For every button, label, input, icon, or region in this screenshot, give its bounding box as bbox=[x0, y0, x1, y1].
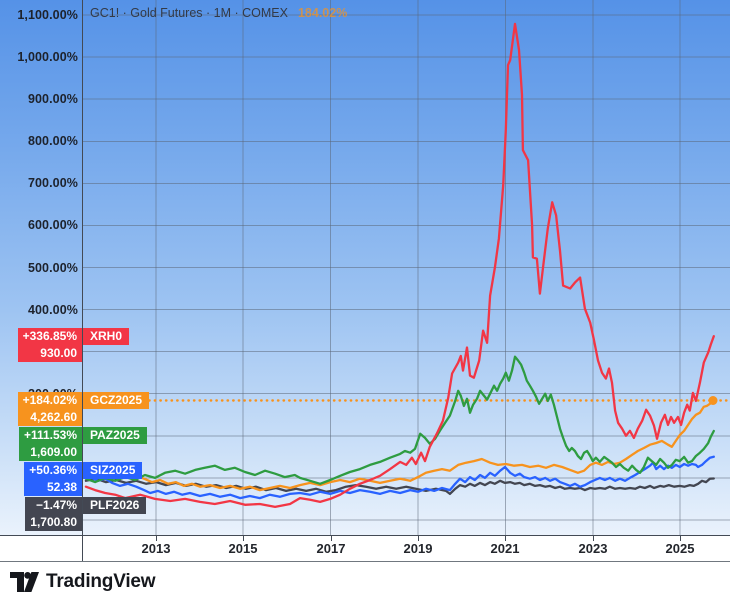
price-label-change: +184.02% bbox=[22, 393, 77, 407]
series-line-PAZ2025 bbox=[84, 355, 715, 485]
time-axis[interactable]: 2013 2015 2017 2019 2021 2023 2025 bbox=[0, 535, 730, 562]
x-axis-tick bbox=[680, 536, 681, 541]
plot-area[interactable]: 1,100.00% 1,000.00% 900.00% 800.00% 700.00% 6… bbox=[0, 0, 730, 535]
series-line-XRH0 bbox=[84, 22, 715, 509]
price-label-value: 1,700.80 bbox=[30, 515, 77, 529]
x-axis-tick bbox=[156, 536, 157, 541]
x-axis-label: 2021 bbox=[490, 541, 520, 556]
price-scale-labels: +336.85% 930.00 XRH0 +184.02% 4,262.60 GCZ202… bbox=[0, 328, 730, 531]
x-axis-label: 2017 bbox=[316, 541, 346, 556]
series-line-PLF2026 bbox=[84, 477, 715, 496]
symbol-title[interactable]: GC1! · Gold Futures · 1M · COMEX bbox=[90, 6, 288, 20]
price-label-XRH0[interactable]: +336.85% 930.00 XRH0 bbox=[0, 328, 730, 362]
price-label-change: +336.85% bbox=[22, 329, 77, 343]
x-axis-label: 2013 bbox=[141, 541, 171, 556]
price-label-ticker: XRH0 bbox=[83, 328, 130, 345]
series-line-SIZ2025 bbox=[84, 455, 715, 500]
footer: TradingView bbox=[0, 561, 730, 605]
series-end-dot bbox=[708, 396, 718, 405]
price-label-PAZ2025[interactable]: +111.53% 1,609.00 PAZ2025 bbox=[0, 427, 730, 461]
price-label-value: 930.00 bbox=[40, 346, 77, 360]
x-axis-tick bbox=[243, 536, 244, 541]
price-label-value: 4,262.60 bbox=[30, 410, 77, 424]
x-axis-tick bbox=[505, 536, 506, 541]
x-axis-label: 2015 bbox=[228, 541, 258, 556]
x-axis-tick bbox=[593, 536, 594, 541]
x-axis-tick bbox=[418, 536, 419, 541]
x-axis-tick bbox=[331, 536, 332, 541]
tradingview-logo-icon bbox=[10, 571, 39, 592]
x-axis-label: 2019 bbox=[403, 541, 433, 556]
price-label-change: +111.53% bbox=[23, 428, 77, 442]
price-label-PLF2026[interactable]: −1.47% 1,700.80 PLF2026 bbox=[0, 497, 730, 531]
symbol-change-value: 184.02% bbox=[297, 6, 348, 20]
price-label-ticker: PAZ2025 bbox=[83, 427, 147, 444]
price-label-ticker: PLF2026 bbox=[83, 497, 147, 514]
series-line-GCZ2025 bbox=[84, 399, 715, 492]
price-label-value: 52.38 bbox=[46, 480, 77, 494]
price-label-change: +50.36% bbox=[29, 463, 77, 477]
price-label-change: −1.47% bbox=[35, 498, 77, 512]
price-label-value: 1,609.00 bbox=[30, 445, 77, 459]
price-label-SIZ2025[interactable]: +50.36% 52.38 SIZ2025 bbox=[0, 462, 730, 496]
tradingview-brand-text: TradingView bbox=[46, 571, 156, 592]
price-label-ticker: SIZ2025 bbox=[83, 462, 143, 479]
x-axis-label: 2023 bbox=[578, 541, 608, 556]
x-axis-label: 2025 bbox=[665, 541, 695, 556]
price-label-ticker: GCZ2025 bbox=[83, 392, 150, 409]
symbol-legend[interactable]: GC1! · Gold Futures · 1M · COMEX 184.02% bbox=[90, 6, 347, 20]
tradingview-logo[interactable]: TradingView bbox=[10, 571, 156, 593]
price-chart-canvas[interactable] bbox=[0, 0, 730, 535]
price-axis-border bbox=[82, 0, 83, 561]
price-label-GCZ2025[interactable]: +184.02% 4,262.60 GCZ2025 bbox=[0, 392, 730, 426]
